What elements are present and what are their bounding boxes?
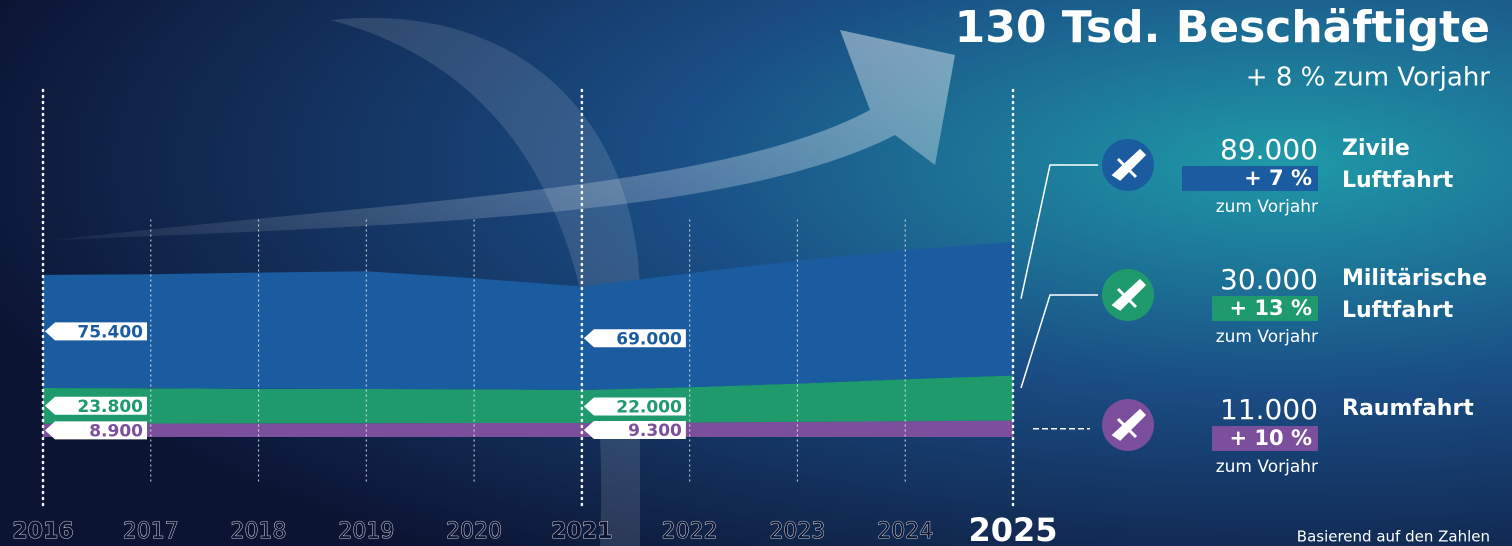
panel-value: 89.000: [1220, 133, 1318, 166]
x-tick-label: 2021: [551, 519, 612, 544]
change-note: zum Vorjahr: [1216, 197, 1318, 217]
value-label: 9.300: [628, 421, 682, 441]
x-tick-label: 2016: [12, 519, 73, 544]
chart-subtitle: + 8 % zum Vorjahr: [1246, 63, 1491, 93]
x-tick-label: 2025: [968, 511, 1057, 546]
chart: 130 Tsd. Beschäftigte + 8 % zum Vorjahr …: [0, 0, 1512, 546]
panel-value: 30.000: [1220, 263, 1318, 296]
x-tick-label: 2023: [769, 519, 825, 544]
change-note: zum Vorjahr: [1216, 457, 1318, 477]
value-label: 69.000: [616, 329, 682, 349]
panel-value: 11.000: [1220, 393, 1318, 426]
footnote: Basierend auf den Zahlen: [1297, 528, 1490, 546]
value-label: 23.800: [77, 397, 143, 417]
x-tick-label: 2024: [877, 519, 933, 544]
change-label: + 10 %: [1230, 426, 1312, 450]
value-label: 8.900: [89, 421, 143, 441]
x-tick-label: 2020: [446, 519, 502, 544]
x-tick-label: 2017: [123, 519, 179, 544]
change-label: + 13 %: [1230, 296, 1312, 320]
change-note: zum Vorjahr: [1216, 327, 1318, 347]
x-tick-label: 2018: [231, 519, 287, 544]
chart-title: 130 Tsd. Beschäftigte: [955, 2, 1490, 53]
x-tick-label: 2022: [662, 519, 718, 544]
value-label: 75.400: [77, 322, 143, 342]
value-label: 22.000: [616, 398, 682, 418]
series-name: Raumfahrt: [1342, 396, 1474, 421]
x-tick-label: 2019: [338, 519, 394, 544]
change-label: + 7 %: [1244, 166, 1312, 190]
